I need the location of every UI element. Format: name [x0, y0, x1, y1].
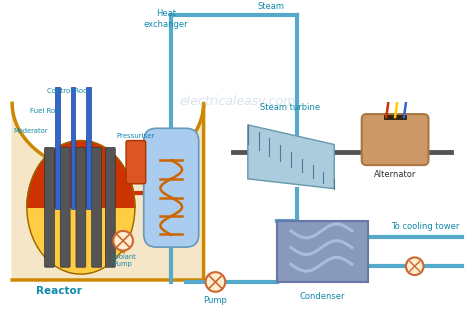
Text: Moderator: Moderator — [13, 128, 47, 134]
Bar — [277, 221, 368, 282]
Polygon shape — [12, 103, 204, 280]
FancyBboxPatch shape — [144, 128, 199, 247]
Text: Pump: Pump — [203, 296, 228, 305]
Text: Reactor: Reactor — [36, 286, 82, 296]
Polygon shape — [27, 141, 135, 207]
FancyBboxPatch shape — [126, 141, 146, 184]
FancyBboxPatch shape — [105, 148, 115, 267]
Text: Condenser: Condenser — [300, 292, 345, 301]
FancyBboxPatch shape — [60, 148, 70, 267]
FancyBboxPatch shape — [45, 148, 55, 267]
Text: Fuel Rod: Fuel Rod — [30, 108, 59, 114]
Text: Coolant
Pump: Coolant Pump — [110, 254, 136, 267]
Bar — [55, 86, 60, 209]
Text: Steam turbine: Steam turbine — [260, 103, 319, 112]
FancyBboxPatch shape — [76, 148, 86, 267]
Text: Pressuriser: Pressuriser — [117, 133, 155, 139]
Bar — [71, 86, 75, 209]
Text: Alternator: Alternator — [374, 170, 416, 179]
Text: Control Rod: Control Rod — [46, 88, 87, 94]
Text: Heat
exchanger: Heat exchanger — [144, 9, 189, 29]
Bar — [384, 115, 406, 119]
Bar — [86, 86, 91, 209]
Circle shape — [406, 257, 424, 275]
Text: electricaleasy.com: electricaleasy.com — [180, 95, 296, 108]
Polygon shape — [27, 141, 135, 274]
Circle shape — [113, 231, 133, 251]
Text: To cooling tower: To cooling tower — [392, 222, 460, 231]
FancyBboxPatch shape — [91, 148, 101, 267]
FancyBboxPatch shape — [362, 114, 428, 165]
Text: Steam: Steam — [258, 2, 284, 11]
Polygon shape — [248, 125, 334, 189]
Circle shape — [206, 272, 225, 292]
